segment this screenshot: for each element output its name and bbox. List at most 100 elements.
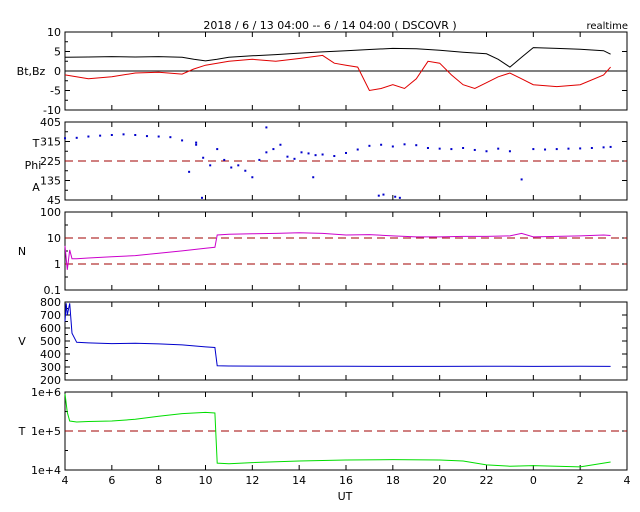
phi_angle-phi-point: [567, 147, 570, 150]
phi_angle-phi-outliers-point: [394, 195, 397, 198]
speed-ylabel: V: [18, 335, 26, 348]
phi_angle-phi-point: [300, 151, 303, 154]
phi_angle-phi-point: [314, 154, 317, 157]
phi_angle-phi-point: [555, 148, 558, 151]
speed-ytick-label: 600: [40, 322, 61, 335]
temperature-ytick-label: 1e+5: [31, 425, 61, 438]
phi_angle-phi-point: [403, 143, 406, 146]
phi_angle-phi-point: [64, 137, 66, 140]
phi_angle-phi-point: [223, 158, 226, 161]
phi_angle-ytick-label: 405: [40, 116, 61, 129]
phi_angle-phi-point: [473, 148, 476, 151]
realtime-label: realtime: [586, 21, 628, 32]
phi_angle-phi-point: [368, 144, 371, 147]
phi_angle-ylabel-line: T: [32, 137, 40, 150]
density-n-line: [64, 232, 611, 270]
phi_angle-phi-point: [244, 169, 247, 172]
phi_angle-phi-point: [497, 147, 500, 150]
phi_angle-phi-outliers-point: [312, 176, 315, 179]
temperature-ytick-label: 1e+6: [31, 386, 61, 399]
phi_angle-phi-point: [110, 134, 113, 136]
temperature-ylabel: T: [18, 425, 26, 438]
phi_angle-phi-point: [157, 135, 160, 138]
x-tick-label: 6: [108, 474, 115, 487]
magnetic_field-ytick-label: 0: [54, 65, 61, 78]
magnetic_field-bz-line: [64, 54, 611, 92]
density-ytick-label: 0.1: [44, 284, 62, 297]
phi_angle-phi-outliers-point: [195, 143, 198, 146]
x-tick-label: 16: [339, 474, 353, 487]
phi_angle-phi-point: [426, 147, 429, 149]
speed-ytick-label: 300: [40, 361, 61, 374]
speed-ytick-label: 200: [40, 374, 61, 387]
phi_angle-phi-point: [87, 135, 90, 138]
x-tick-label: 4: [62, 474, 69, 487]
phi_angle-phi-point: [230, 166, 233, 169]
magnetic_field-bt-line: [64, 47, 611, 68]
x-tick-label: 12: [245, 474, 259, 487]
phi_angle-phi-point: [450, 148, 453, 151]
phi_angle-phi-point: [216, 148, 219, 151]
x-axis-label: UT: [338, 490, 353, 503]
phi_angle-phi-point: [356, 148, 359, 151]
speed-ytick-label: 500: [40, 335, 61, 348]
temperature-t-line: [64, 393, 611, 468]
magnetic_field-ytick-label: -5: [50, 85, 61, 98]
phi_angle-phi-outliers-point: [377, 194, 380, 197]
phi_angle-phi-point: [195, 141, 198, 144]
phi_angle-phi-point: [272, 148, 275, 151]
density-frame: [64, 211, 628, 291]
density-ylabel: N: [18, 245, 26, 258]
phi_angle-phi-point: [258, 158, 261, 161]
phi_angle-phi-point: [345, 151, 347, 154]
speed-ytick-label: 800: [40, 296, 61, 309]
chart-title: 2018 / 6 / 13 04:00 -- 6 / 14 04:00 ( DS…: [203, 19, 456, 32]
phi_angle-phi-point: [415, 144, 418, 147]
x-tick-label: 8: [155, 474, 162, 487]
phi_angle-phi-point: [145, 135, 148, 138]
phi_angle-phi-point: [293, 157, 296, 160]
phi_angle-phi-point: [307, 152, 310, 155]
phi_angle-phi-point: [485, 150, 488, 153]
phi_angle-phi-point: [579, 147, 582, 150]
speed-ytick-label: 700: [40, 309, 61, 322]
phi_angle-phi-point: [265, 151, 268, 154]
phi_angle-phi-point: [544, 148, 547, 151]
x-tick-label: 0: [530, 474, 537, 487]
phi_angle-phi-outliers-point: [265, 126, 268, 129]
temperature-ytick-label: 1e+4: [31, 464, 61, 477]
temperature-panel: 1e+4 1e+5 1e+6 T: [18, 386, 628, 477]
phi_angle-phi-outliers-point: [200, 196, 203, 199]
phi_angle-phi-point: [508, 150, 511, 153]
phi_angle-ytick-label: 45: [47, 194, 61, 207]
magnetic_field-ytick-label: 10: [47, 26, 61, 39]
magnetic_field-panel: -10 -5 0 5 10 Bt,Bz: [17, 26, 628, 117]
phi_angle-phi-point: [462, 147, 465, 149]
phi_angle-phi-point: [602, 146, 605, 149]
phi_angle-phi-point: [333, 155, 336, 158]
phi_angle-phi-point: [321, 153, 324, 156]
x-tick-label: 4: [624, 474, 631, 487]
phi_angle-phi-point: [532, 148, 535, 151]
x-tick-label: 18: [386, 474, 400, 487]
phi_angle-phi-point: [75, 136, 78, 139]
x-tick-label: 20: [433, 474, 447, 487]
phi_angle-phi-point: [209, 164, 212, 167]
phi_angle-phi-point: [380, 143, 383, 146]
phi_angle-phi-point: [391, 145, 394, 148]
x-tick-label: 14: [292, 474, 306, 487]
phi_angle-ytick-label: 225: [40, 155, 61, 168]
phi_angle-phi-point: [99, 134, 102, 137]
phi_angle-phi-point: [202, 156, 205, 159]
phi_angle-phi-point: [609, 145, 612, 148]
magnetic_field-ytick-label: 5: [54, 46, 61, 59]
density-ytick-label: 10: [47, 232, 61, 245]
x-tick-label: 10: [199, 474, 213, 487]
phi_angle-phi-point: [122, 133, 125, 136]
magnetic_field-ytick-label: -10: [43, 104, 61, 117]
phi_angle-ytick-label: 135: [40, 175, 61, 188]
phi_angle-ylabel-line: Phi: [25, 159, 42, 172]
